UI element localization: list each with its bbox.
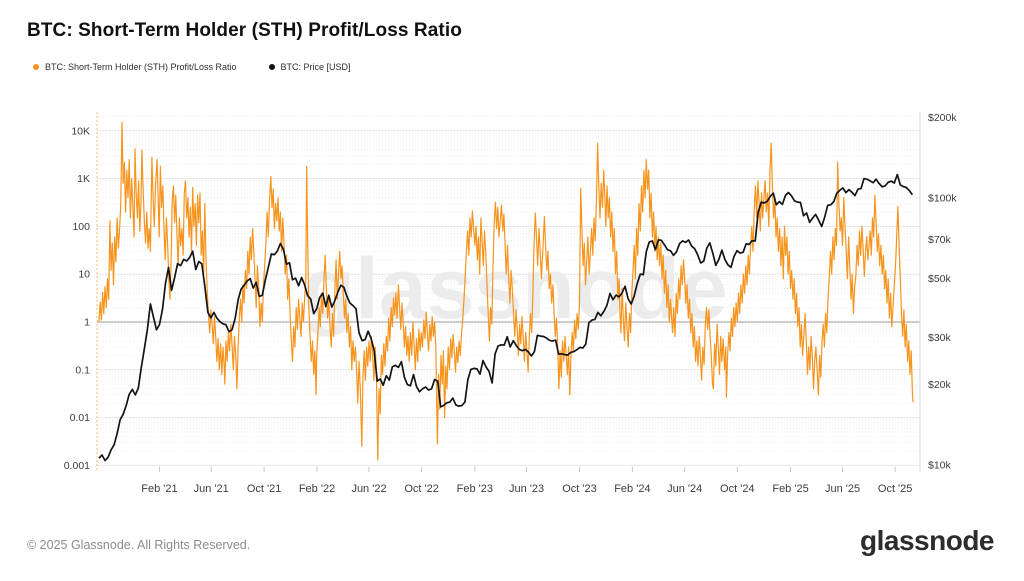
legend-label-sth-ratio: BTC: Short-Term Holder (STH) Profit/Loss… — [45, 62, 237, 72]
y-axis-left-label: 10 — [78, 269, 90, 281]
x-axis-label: Feb '23 — [457, 483, 493, 495]
x-axis-label: Oct '22 — [404, 483, 439, 495]
y-axis-left-label: 0.01 — [70, 412, 91, 424]
legend-label-btc-price: BTC: Price [USD] — [280, 62, 351, 72]
legend-item-sth-ratio[interactable]: BTC: Short-Term Holder (STH) Profit/Loss… — [33, 62, 237, 72]
x-axis-label: Jun '24 — [667, 483, 702, 495]
y-axis-right-label: $30k — [928, 332, 952, 344]
x-axis-label: Oct '24 — [720, 483, 755, 495]
y-axis-right-label: $20k — [928, 379, 952, 391]
y-axis-left-label: 10K — [71, 125, 90, 137]
x-axis-label: Oct '25 — [878, 483, 913, 495]
y-axis-left-label: 1K — [77, 173, 90, 185]
copyright-text: © 2025 Glassnode. All Rights Reserved. — [27, 538, 251, 552]
y-axis-left-label: 0.1 — [75, 364, 90, 376]
x-axis-label: Feb '24 — [614, 483, 650, 495]
x-axis-label: Oct '23 — [562, 483, 597, 495]
y-axis-right-label: $200k — [928, 112, 957, 124]
sth-ratio-line — [98, 121, 914, 461]
x-axis-label: Jun '22 — [351, 483, 386, 495]
y-axis-left-label: 0.001 — [64, 460, 90, 472]
y-axis-right-label: $100k — [928, 193, 957, 205]
x-axis-label: Feb '21 — [141, 483, 177, 495]
x-axis-label: Feb '25 — [772, 483, 808, 495]
legend-dot-btc-price-icon — [268, 64, 275, 70]
y-axis-left-label: 1 — [84, 317, 90, 329]
y-axis-left: 10K 1K 100 10 1 0.1 0.01 0.001 — [64, 125, 90, 472]
legend-item-btc-price[interactable]: BTC: Price [USD] — [268, 62, 351, 72]
y-axis-right-label: $70k — [928, 234, 952, 246]
y-axis-right-label: $10k — [928, 460, 952, 472]
x-axis-label: Jun '21 — [194, 483, 229, 495]
x-axis-label: Jun '25 — [825, 483, 860, 495]
btc-price-line — [98, 173, 914, 462]
legend: BTC: Short-Term Holder (STH) Profit/Loss… — [33, 62, 351, 72]
glassnode-logo: glassnode — [860, 525, 994, 556]
legend-dot-sth-ratio-icon — [33, 64, 39, 70]
y-axis-right-label: $50k — [928, 273, 952, 285]
y-axis-left-label: 100 — [72, 221, 90, 233]
y-axis-right: $200k $100k $70k $50k $30k $20k $10k — [928, 112, 957, 471]
x-axis-label: Oct '21 — [247, 483, 282, 495]
x-axis: Feb '21 Jun '21 Oct '21 Feb '22 Jun '22 Oct '… — [141, 467, 912, 495]
x-axis-label: Feb '22 — [299, 483, 335, 495]
x-axis-label: Jun '23 — [509, 483, 544, 495]
chart-title: BTC: Short-Term Holder (STH) Profit/Loss… — [27, 20, 462, 41]
